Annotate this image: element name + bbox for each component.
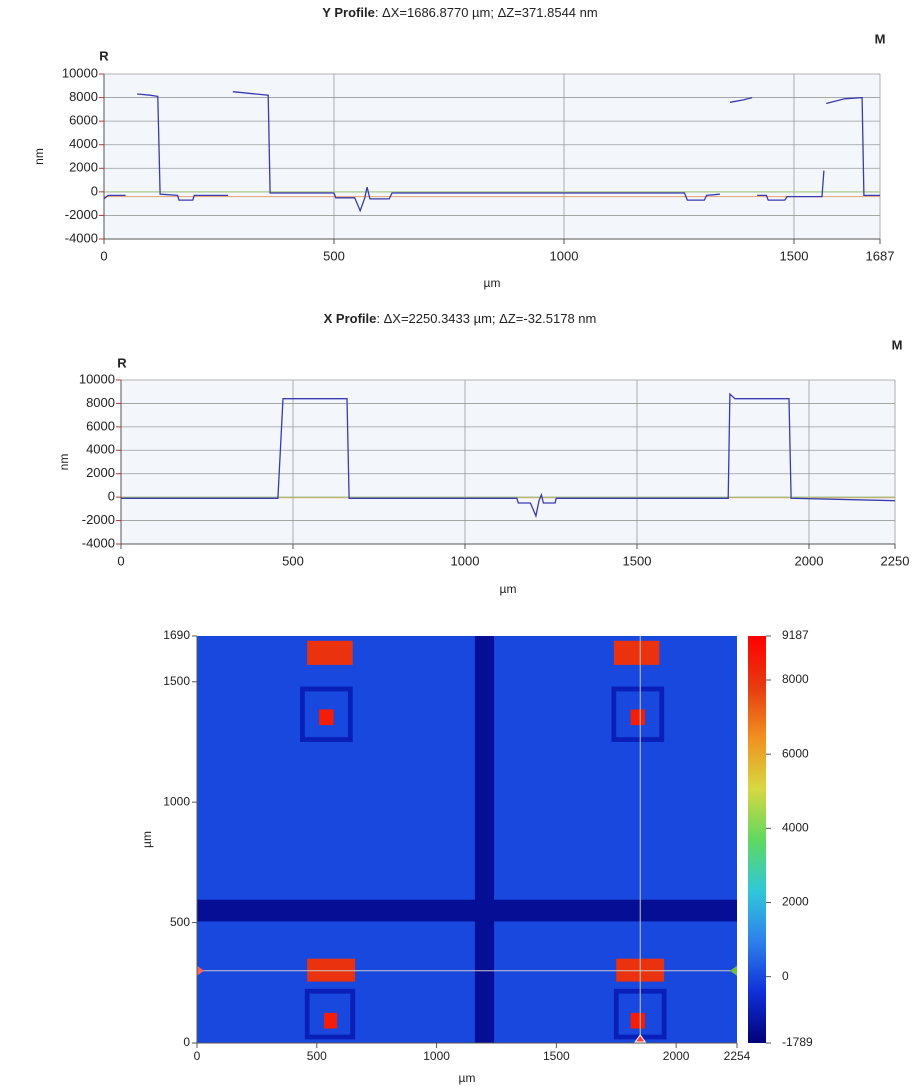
y-tick-label: 10000	[79, 371, 115, 386]
marker-label: M	[892, 337, 903, 352]
colorbar-tick-label: -1789	[782, 1035, 813, 1049]
colorbar-tick-label: 4000	[782, 821, 809, 835]
x-tick-label: 0	[194, 1049, 201, 1063]
colorbar-tick-label: 0	[782, 969, 789, 983]
y-tick-label: 1500	[163, 674, 190, 688]
surface-region	[323, 1012, 338, 1029]
title-detail: : ΔX=2250.3433 µm; ΔZ=-32.5178 nm	[376, 311, 596, 326]
title-detail: : ΔX=1686.8770 µm; ΔZ=371.8544 nm	[375, 5, 598, 20]
y-tick-label: 2000	[86, 465, 115, 480]
y-tick-label: 6000	[69, 113, 98, 128]
y-tick-label: 1000	[163, 794, 190, 808]
y-tick-label: 4000	[69, 136, 98, 151]
colorbar-tick-label: 9187	[782, 628, 809, 642]
y-tick-label: -2000	[65, 207, 98, 222]
chart-title: X Profile: ΔX=2250.3433 µm; ΔZ=-32.5178 …	[324, 311, 597, 326]
cursor-marker	[197, 965, 204, 976]
y-tick-label: 4000	[86, 442, 115, 457]
marker-label: M	[875, 31, 886, 46]
x-tick-label: 1000	[451, 553, 480, 568]
y-tick-label: 0	[108, 489, 115, 504]
x-tick-label: 2254	[724, 1049, 751, 1063]
plot-area	[104, 74, 880, 239]
x-tick-label: 1500	[623, 553, 652, 568]
y-tick-label: 8000	[69, 89, 98, 104]
x-tick-label: 2000	[795, 553, 824, 568]
y-tick-label: -4000	[82, 535, 115, 550]
x-tick-label: 1687	[866, 248, 895, 263]
plot-area	[121, 380, 895, 544]
x-tick-label: 1500	[543, 1049, 570, 1063]
y-axis-label: nm	[57, 454, 71, 471]
y-tick-label: 1690	[163, 628, 190, 642]
y-tick-label: 2000	[69, 160, 98, 175]
surface-region	[613, 640, 660, 665]
x-axis-label: µm	[459, 1071, 476, 1085]
x-tick-label: 500	[307, 1049, 327, 1063]
cursor-marker	[634, 1034, 647, 1043]
surface-region	[307, 958, 356, 982]
colorbar-tick-label: 6000	[782, 746, 809, 760]
y-axis-label: nm	[32, 148, 46, 165]
marker-label: R	[99, 48, 109, 63]
x-tick-label: 0	[117, 553, 124, 568]
y-tick-label: 10000	[62, 65, 98, 80]
surface-region	[197, 899, 737, 922]
y-tick-label: -2000	[82, 512, 115, 527]
x-axis-label: µm	[500, 582, 517, 596]
x-axis-label: µm	[484, 276, 501, 290]
surface-region	[630, 709, 646, 726]
chart-title: Y Profile: ΔX=1686.8770 µm; ΔZ=371.8544 …	[322, 5, 597, 20]
x-tick-label: 2250	[881, 553, 910, 568]
y-axis-label: µm	[140, 831, 154, 848]
surface-region	[474, 636, 495, 1043]
title-name: Y Profile	[322, 5, 375, 20]
surface-region	[630, 1012, 646, 1029]
y-tick-label: -4000	[65, 230, 98, 245]
surface-region	[307, 640, 353, 665]
x-tick-label: 500	[323, 248, 345, 263]
y-tick-label: 0	[91, 183, 98, 198]
marker-label: R	[117, 355, 127, 370]
x-tick-label: 1500	[780, 248, 809, 263]
x-tick-label: 1000	[423, 1049, 450, 1063]
y-tick-label: 8000	[86, 395, 115, 410]
profile-line	[103, 91, 880, 213]
profile-line	[121, 392, 896, 519]
colorbar-tick-label: 2000	[782, 895, 809, 909]
y-tick-label: 0	[183, 1035, 190, 1049]
x-tick-label: 2000	[663, 1049, 690, 1063]
title-name: X Profile	[324, 311, 377, 326]
y-tick-label: 6000	[86, 418, 115, 433]
x-tick-label: 1000	[550, 248, 579, 263]
colorbar	[748, 636, 766, 1043]
y-tick-label: 500	[170, 915, 190, 929]
colorbar-tick-label: 8000	[782, 672, 809, 686]
x-tick-label: 500	[282, 553, 304, 568]
surface-region	[319, 709, 334, 726]
x-tick-label: 0	[100, 248, 107, 263]
cursor-marker	[730, 965, 737, 976]
